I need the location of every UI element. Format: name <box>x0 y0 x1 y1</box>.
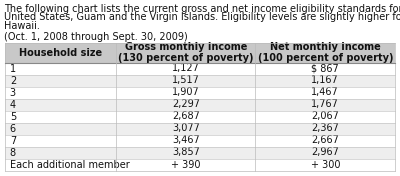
Text: 4: 4 <box>10 99 16 109</box>
Text: 7: 7 <box>10 136 16 146</box>
Text: Household size: Household size <box>19 48 102 58</box>
Text: 1,167: 1,167 <box>312 76 339 86</box>
Text: + 300: + 300 <box>310 159 340 169</box>
Text: 3,077: 3,077 <box>172 124 200 134</box>
Text: 1,467: 1,467 <box>312 87 339 98</box>
Text: 2,297: 2,297 <box>172 99 200 109</box>
Text: 2,667: 2,667 <box>311 136 339 146</box>
Text: 3,467: 3,467 <box>172 136 200 146</box>
Text: 1,767: 1,767 <box>311 99 339 109</box>
Bar <box>5 134 395 146</box>
Text: 1,127: 1,127 <box>172 64 200 74</box>
Text: United States, Guam and the Virgin Islands. Eligibility levels are slightly high: United States, Guam and the Virgin Islan… <box>4 12 400 23</box>
Text: + 390: + 390 <box>171 159 200 169</box>
Text: The following chart lists the current gross and net income eligibility standards: The following chart lists the current gr… <box>4 4 400 14</box>
Text: Hawaii.: Hawaii. <box>4 21 40 31</box>
Text: 3,857: 3,857 <box>172 147 200 158</box>
Text: (Oct. 1, 2008 through Sept. 30, 2009): (Oct. 1, 2008 through Sept. 30, 2009) <box>4 33 188 42</box>
Text: 6: 6 <box>10 124 16 134</box>
Bar <box>5 111 395 122</box>
Text: 3: 3 <box>10 87 16 98</box>
Text: 5: 5 <box>10 112 16 121</box>
Text: Net monthly income
(100 percent of poverty): Net monthly income (100 percent of pover… <box>258 42 393 63</box>
Text: 2,967: 2,967 <box>311 147 339 158</box>
Text: 2,367: 2,367 <box>311 124 339 134</box>
Bar <box>5 146 395 159</box>
Text: 2: 2 <box>10 76 16 86</box>
Bar <box>5 122 395 134</box>
Text: $ 867: $ 867 <box>312 64 339 74</box>
Text: 8: 8 <box>10 147 16 158</box>
Bar <box>5 159 395 171</box>
Text: 1: 1 <box>10 64 16 74</box>
Text: 1,517: 1,517 <box>172 76 200 86</box>
Text: 2,687: 2,687 <box>172 112 200 121</box>
Bar <box>5 99 395 111</box>
Text: Gross monthly income
(130 percent of poverty): Gross monthly income (130 percent of pov… <box>118 42 254 63</box>
Text: 2,067: 2,067 <box>311 112 339 121</box>
Bar <box>5 86 395 99</box>
Text: Each additional member: Each additional member <box>10 159 130 169</box>
Bar <box>5 42 395 62</box>
Text: 1,907: 1,907 <box>172 87 200 98</box>
Bar <box>5 74 395 86</box>
Bar <box>5 62 395 74</box>
